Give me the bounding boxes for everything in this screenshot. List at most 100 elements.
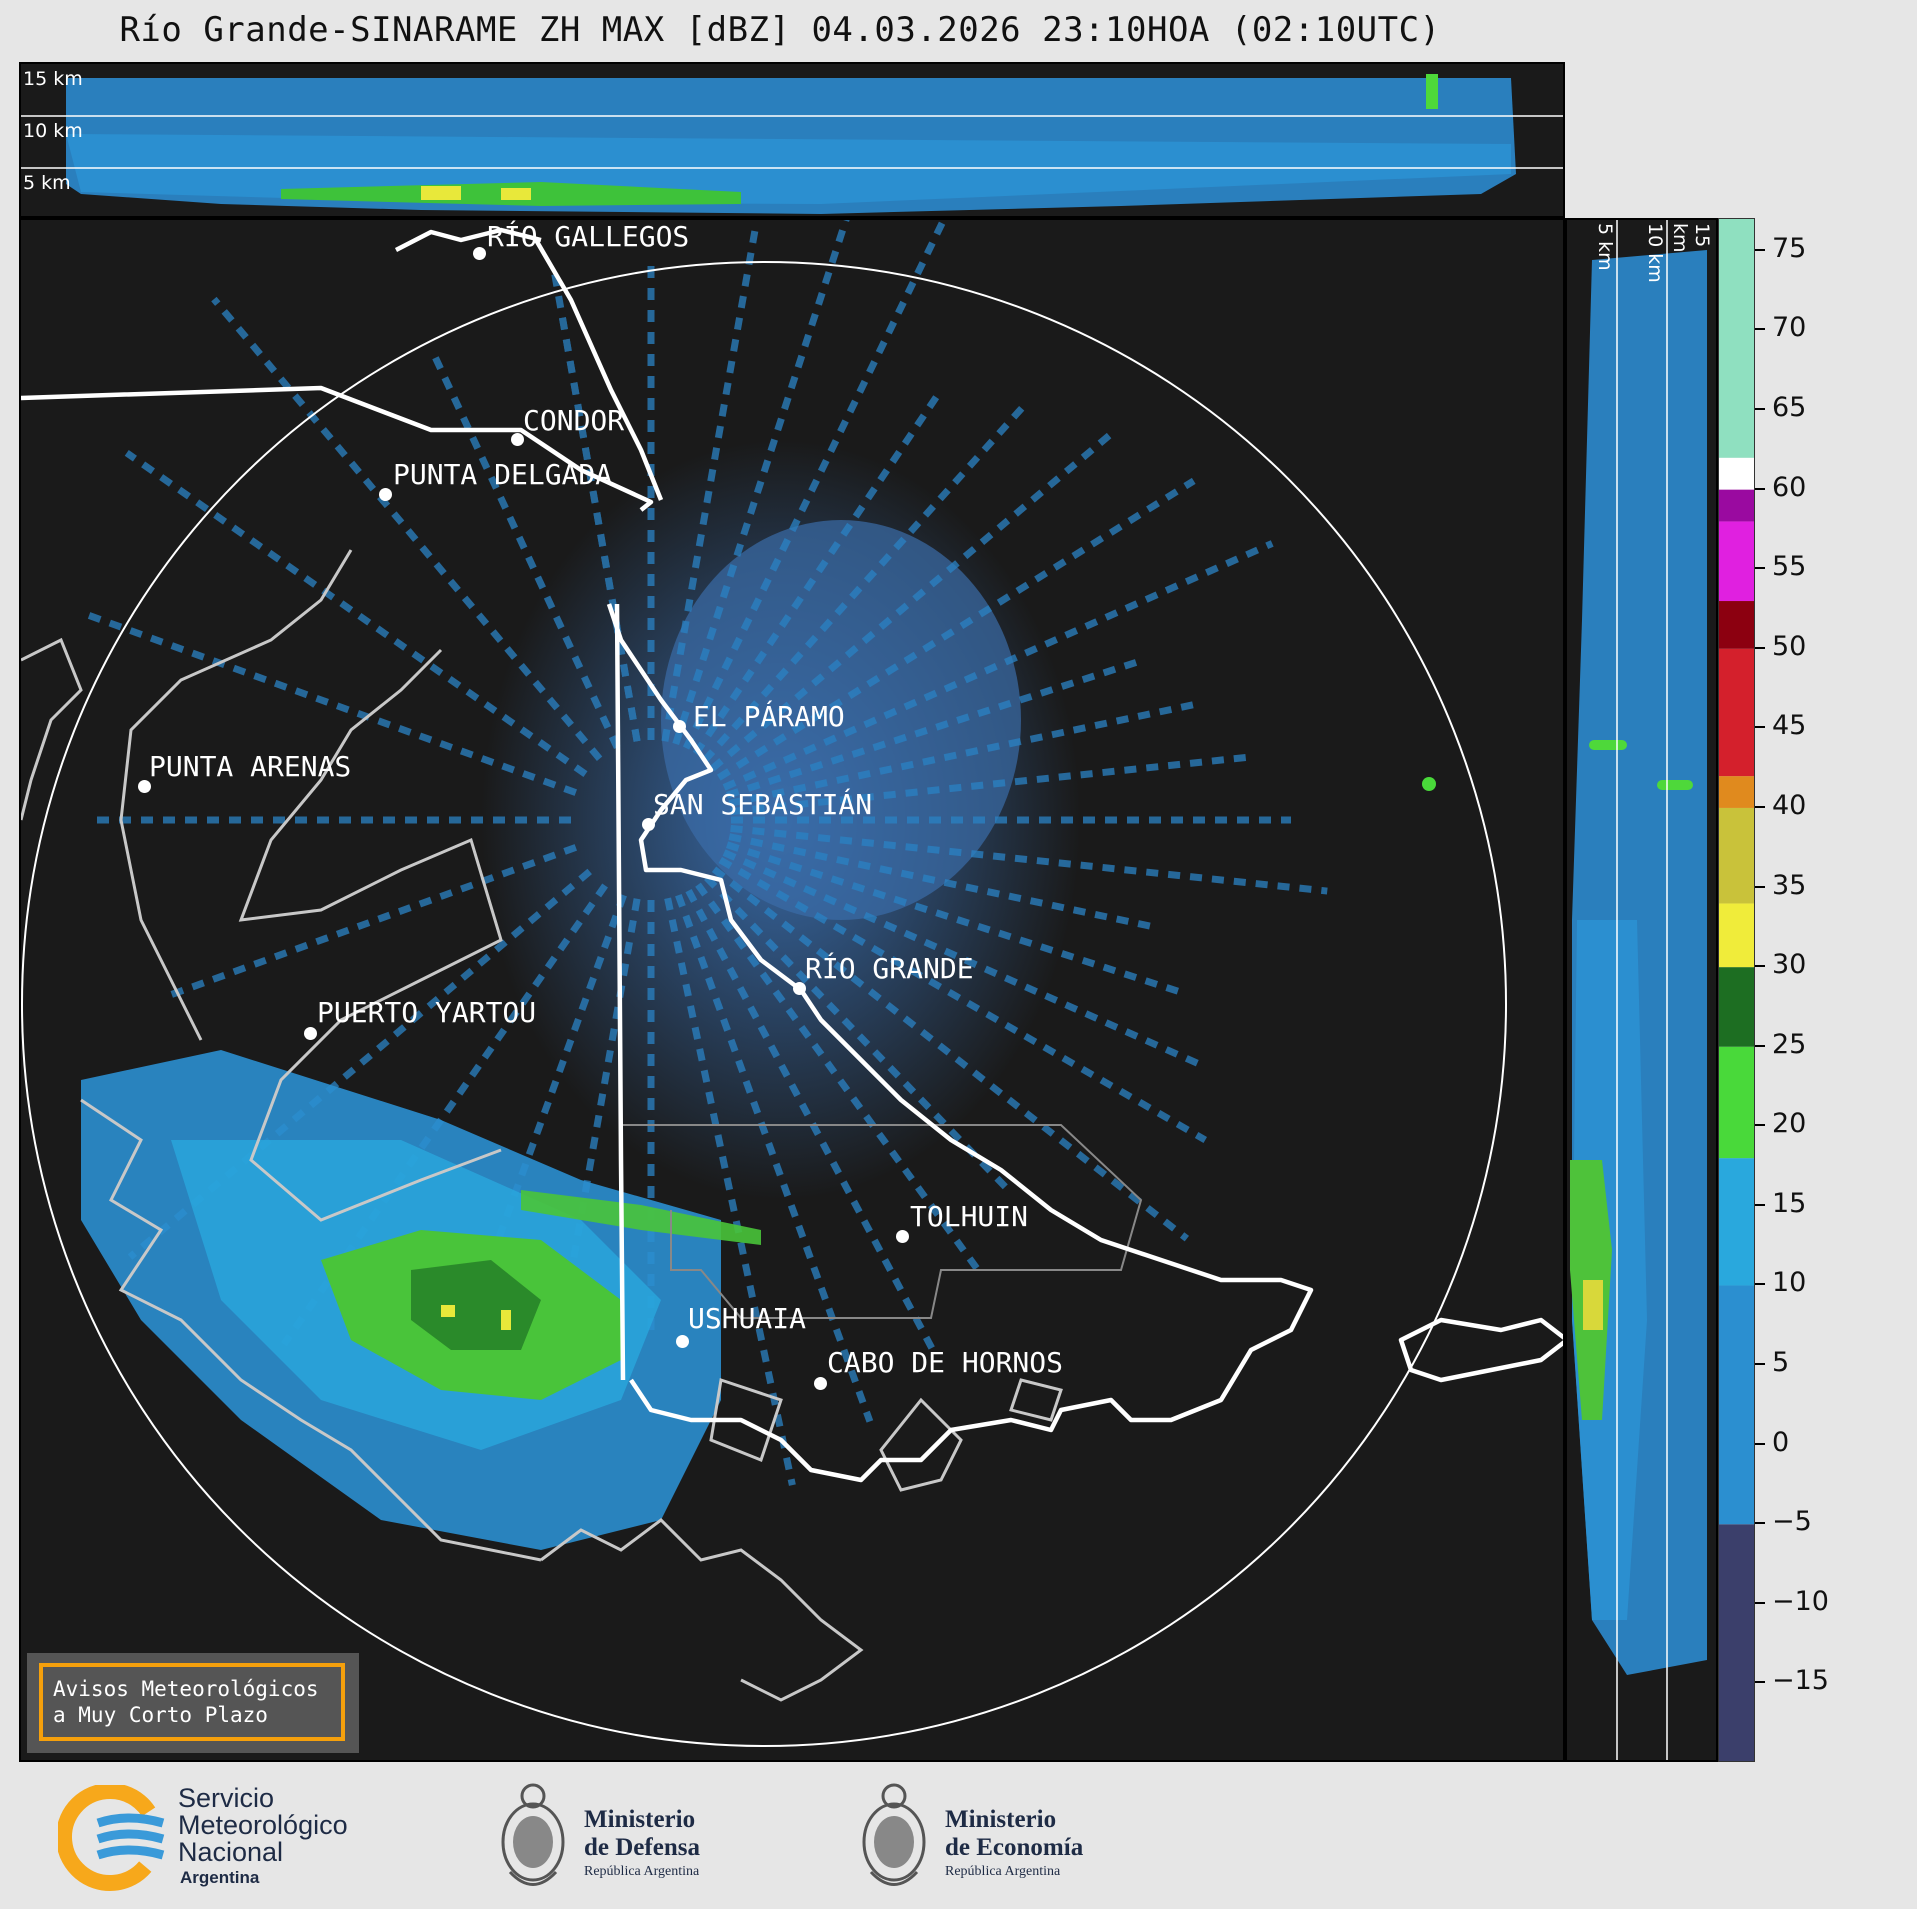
primary-borders — [21, 227, 1563, 1483]
southwest-echo-yellow — [441, 1305, 455, 1317]
side-echo-green-blob — [1589, 740, 1627, 750]
colorbar-tick-label: 40 — [1772, 789, 1807, 821]
city-label-san-sebastian: SAN SEBASTIÁN — [653, 788, 873, 821]
top-echo-green-right — [1426, 74, 1438, 109]
smn-logo-line-1: Servicio — [178, 1783, 275, 1813]
radar-spoke — [711, 866, 1190, 1242]
defensa-logo-line-1: Ministerio — [584, 1806, 696, 1833]
city-marker-punta-delgada — [379, 488, 392, 501]
side-echo-green-blob-2 — [1657, 780, 1693, 790]
city-marker-cabo-de-hornos — [814, 1377, 827, 1390]
colorbar-tick — [1755, 1363, 1765, 1366]
radar-spoke — [682, 220, 948, 750]
top-height-label-15km: 15 km — [23, 68, 83, 90]
colorbar-tick — [1755, 885, 1765, 888]
colorbar-tick-label: −15 — [1772, 1665, 1829, 1697]
chart-title: Río Grande-SINARAME ZH MAX [dBZ] 04.03.2… — [119, 10, 1441, 50]
city-label-cabo-de-hornos: CABO DE HORNOS — [827, 1346, 1064, 1379]
colorbar-tick-label: −5 — [1772, 1506, 1812, 1538]
avisos-frame: Avisos Meteorológicos a Muy Corto Plazo — [39, 1663, 345, 1741]
top-height-label-5km: 5 km — [23, 172, 71, 194]
avisos-box: Avisos Meteorológicos a Muy Corto Plazo — [27, 1653, 359, 1753]
radar-spoke — [550, 267, 641, 742]
city-marker-punta-arenas — [138, 780, 151, 793]
colorbar-tick — [1755, 965, 1765, 968]
colorbar-tick — [1755, 567, 1765, 570]
colorbar-segment — [1719, 521, 1754, 602]
defensa-logo-line-2: de Defensa — [584, 1834, 700, 1861]
city-label-condor: CONDOR — [523, 404, 625, 437]
economia-logo-line-2: de Economía — [945, 1834, 1084, 1861]
side-height-label-5km: 5 km — [1594, 223, 1616, 271]
city-label-rio-gallegos: RÍO GALLEGOS — [487, 220, 690, 253]
defensa-logo-line-3: República Argentina — [584, 1864, 700, 1879]
smn-logo-line-2: Meteorológico — [178, 1810, 348, 1840]
colorbar-tick — [1755, 646, 1765, 649]
colorbar-tick — [1755, 1044, 1765, 1047]
radar-map-panel: RÍO GALLEGOS CONDOR PUNTA DELGADA EL PÁR… — [19, 218, 1565, 1762]
colorbar-tick-label: −10 — [1772, 1585, 1829, 1617]
radar-spoke — [161, 844, 578, 1002]
side-height-label-10km: 10 km — [1644, 223, 1666, 283]
colorbar-segment — [1719, 1046, 1754, 1159]
city-marker-rio-gallegos — [473, 247, 486, 260]
radar-spoke — [664, 897, 796, 1486]
radar-spoke — [704, 875, 1015, 1197]
smn-logo-line-4: Argentina — [180, 1868, 260, 1887]
city-marker-san-sebastian — [642, 818, 655, 831]
radar-spoke — [716, 477, 1196, 781]
radar-spoke — [728, 700, 1200, 807]
colorbar-tick-label: 20 — [1772, 1108, 1807, 1140]
colorbar-segment — [1719, 776, 1754, 808]
colorbar-tick-label: 35 — [1772, 869, 1807, 901]
smn-logo-line-3: Nacional — [178, 1837, 284, 1867]
colorbar-segment — [1719, 1158, 1754, 1286]
colorbar-tick-label: 70 — [1772, 312, 1807, 344]
colorbar-tick-label: 10 — [1772, 1267, 1807, 1299]
colorbar-tick-label: 50 — [1772, 630, 1807, 662]
smn-logo-mark — [58, 1785, 165, 1891]
colorbar-segment — [1719, 457, 1754, 490]
escudo-icon-2 — [862, 1783, 926, 1886]
city-marker-el-paramo — [673, 720, 686, 733]
top-cross-section-panel: 15 km 10 km 5 km — [19, 62, 1565, 218]
colorbar-tick — [1755, 248, 1765, 251]
defensa-logo: Ministerio de Defensa República Argentin… — [492, 1772, 752, 1902]
colorbar-segment — [1719, 601, 1754, 649]
city-marker-puerto-yartou — [304, 1027, 317, 1040]
colorbar-tick — [1755, 487, 1765, 490]
colorbar-segment — [1719, 1285, 1754, 1525]
radar-spoke — [701, 401, 1029, 763]
economia-logo-line-3: República Argentina — [945, 1864, 1061, 1879]
radar-spoke — [730, 824, 1328, 895]
city-label-tolhuin: TOLHUIN — [910, 1200, 1029, 1233]
top-echo-yellow-2 — [501, 188, 531, 200]
avisos-line-2: a Muy Corto Plazo — [53, 1703, 268, 1727]
radar-map — [21, 220, 1563, 1747]
colorbar-tick-label: 45 — [1772, 710, 1807, 742]
avisos-line-1: Avisos Meteorológicos — [53, 1677, 319, 1701]
colorbar-tick-label: 75 — [1772, 232, 1807, 264]
colorbar-tick — [1755, 805, 1765, 808]
colorbar-tick-label: 65 — [1772, 392, 1807, 423]
city-marker-rio-grande — [793, 982, 806, 995]
colorbar-segment — [1719, 489, 1754, 522]
colorbar-tick-label: 5 — [1772, 1347, 1790, 1379]
top-echo-yellow — [421, 186, 461, 200]
city-marker-tolhuin — [896, 1230, 909, 1243]
radar-spoke — [211, 296, 603, 761]
colorbar-segment — [1719, 648, 1754, 777]
city-label-rio-grande: RÍO GRANDE — [805, 952, 974, 985]
side-cross-section-panel: 5 km 10 km 15 km — [1565, 218, 1718, 1762]
range-ring — [21, 261, 1507, 1747]
radar-spokes — [85, 220, 1328, 1486]
radar-spoke — [127, 868, 592, 1260]
colorbar-segment — [1719, 219, 1754, 458]
top-height-label-10km: 10 km — [23, 120, 83, 142]
escudo-icon — [501, 1783, 565, 1886]
colorbar-tick — [1755, 408, 1765, 410]
colorbar-tick — [1755, 1124, 1765, 1127]
colorbar — [1718, 218, 1755, 1762]
coastlines — [21, 549, 1063, 1702]
radar-spoke — [672, 220, 850, 745]
